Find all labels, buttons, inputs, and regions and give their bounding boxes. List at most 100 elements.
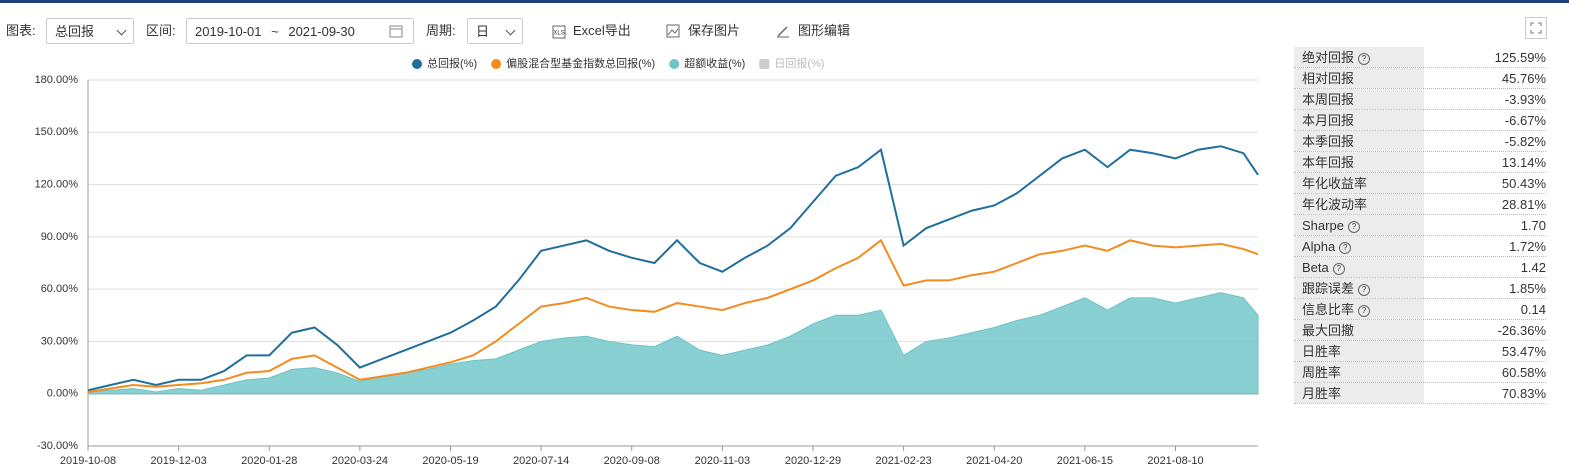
period-text: 日 xyxy=(476,24,490,39)
stats-value: 53.47% xyxy=(1501,344,1546,359)
chart-edit[interactable]: 图形编辑 xyxy=(798,23,851,38)
chart: -30.00% 0.00% 30.00% 60.00% 90.00% 120.00% 150… xyxy=(35,56,1259,467)
stats-label: 年化波动率 xyxy=(1302,197,1368,212)
stats-value: 45.76% xyxy=(1501,71,1546,86)
date-range[interactable]: 2019-10-01 ~ 2021-09-30 xyxy=(186,18,414,44)
stats-value: -6.67% xyxy=(1504,113,1546,128)
stats-row: 日胜率 53.47% xyxy=(1294,341,1546,362)
stats-label-cell: Sharpe? xyxy=(1294,215,1424,235)
chart-label: 图表: xyxy=(6,23,36,38)
x-tick-label: 2019-10-08 xyxy=(60,455,116,467)
y-tick-label: 120.00% xyxy=(35,178,79,190)
stats-label-cell: 跟踪误差? xyxy=(1294,278,1424,298)
x-tick-label: 2020-03-24 xyxy=(332,455,388,467)
stats-row: 最大回撤 -26.36% xyxy=(1294,320,1546,341)
stats-table: 绝对回报? 125.59% 相对回报 45.76% 本周回报 -3.93% 本月回报 -6.6… xyxy=(1294,47,1546,404)
y-tick-label: 180.00% xyxy=(35,74,79,86)
y-tick-label: -30.00% xyxy=(37,440,78,452)
legend-marker xyxy=(491,59,502,69)
stats-row: 绝对回报? 125.59% xyxy=(1294,47,1546,68)
stats-label-cell: 最大回撤 xyxy=(1294,320,1424,340)
help-icon: ? xyxy=(1358,305,1371,317)
stats-label: 年化收益率 xyxy=(1302,176,1368,191)
stats-label-cell: 本季回报 xyxy=(1294,131,1424,151)
legend-label: 日回报(%) xyxy=(774,56,824,70)
help-icon: ? xyxy=(1358,284,1371,296)
stats-label: 信息比率 xyxy=(1302,302,1355,317)
excel-export[interactable]: Excel导出 xyxy=(573,23,631,38)
stats-row: 本周回报 -3.93% xyxy=(1294,89,1546,110)
stats-label: Sharpe xyxy=(1302,218,1344,233)
series-line xyxy=(87,145,1259,392)
period-label: 周期: xyxy=(426,23,456,38)
series-line xyxy=(87,238,1259,393)
image-icon xyxy=(666,24,680,38)
stats-label: 月胜率 xyxy=(1302,386,1342,401)
save-image[interactable]: 保存图片 xyxy=(688,23,741,38)
stats-value: 0.14 xyxy=(1520,302,1546,317)
start-date: 2019-10-01 xyxy=(195,24,262,39)
legend-marker xyxy=(412,59,422,69)
x-tick-label: 2021-06-15 xyxy=(1057,455,1113,467)
y-tick-label: 30.00% xyxy=(41,335,79,347)
stats-label-cell: 本周回报 xyxy=(1294,89,1424,109)
stats-value: -3.93% xyxy=(1504,92,1546,107)
y-tick-label: 90.00% xyxy=(41,231,79,243)
stats-label: 最大回撤 xyxy=(1302,323,1355,338)
stats-value: 1.72% xyxy=(1509,239,1546,254)
chart-select-text: 总回报 xyxy=(55,24,95,39)
calendar-icon xyxy=(389,25,403,38)
stats-label: 相对回报 xyxy=(1302,71,1355,86)
stats-label-cell: 本月回报 xyxy=(1294,110,1424,130)
x-tick-label: 2020-05-19 xyxy=(422,455,478,467)
period-select[interactable]: 日 xyxy=(467,18,523,44)
stats-value: 50.43% xyxy=(1501,176,1546,191)
legend-label: 偏股混合型基金指数总回报(%) xyxy=(506,56,655,70)
stats-label-cell: Beta? xyxy=(1294,257,1424,277)
x-tick-label: 2021-04-20 xyxy=(966,455,1022,467)
stats-label: 本年回报 xyxy=(1302,155,1355,170)
chart-select[interactable]: 总回报 xyxy=(46,18,134,44)
stats-value: -5.82% xyxy=(1504,134,1546,149)
x-tick-label: 2021-02-23 xyxy=(875,455,931,467)
fullscreen-button[interactable] xyxy=(1525,17,1547,39)
stats-label: Beta xyxy=(1302,260,1329,275)
excess-area xyxy=(87,292,1259,395)
stats-label-cell: Alpha? xyxy=(1294,236,1424,256)
range-label: 区间: xyxy=(146,23,176,38)
stats-value: 60.58% xyxy=(1501,365,1546,380)
help-icon: ? xyxy=(1347,221,1360,233)
stats-value: -26.36% xyxy=(1497,323,1546,338)
stats-row: 相对回报 45.76% xyxy=(1294,68,1546,89)
stats-value: 13.14% xyxy=(1501,155,1546,170)
stats-value: 28.81% xyxy=(1501,197,1546,212)
stats-label-cell: 本年回报 xyxy=(1294,152,1424,172)
stats-label: Alpha xyxy=(1302,239,1336,254)
stats-label-cell: 月胜率 xyxy=(1294,383,1424,403)
x-tick-label: 2020-01-28 xyxy=(241,455,297,467)
stats-value: 70.83% xyxy=(1501,386,1546,401)
edit-icon xyxy=(777,26,789,38)
stats-label-cell: 绝对回报? xyxy=(1294,47,1424,67)
stats-row: Beta? 1.42 xyxy=(1294,257,1546,278)
stats-label: 本月回报 xyxy=(1302,113,1355,128)
legend-label: 超额收益(%) xyxy=(684,56,745,70)
stats-label: 绝对回报 xyxy=(1302,50,1355,65)
stats-row: 周胜率 60.58% xyxy=(1294,362,1546,383)
x-tick-label: 2021-08-10 xyxy=(1147,455,1203,467)
stats-row: 信息比率? 0.14 xyxy=(1294,299,1546,320)
legend-label: 总回报(%) xyxy=(427,56,477,70)
stats-value: 1.42 xyxy=(1520,260,1546,275)
stats-value: 1.85% xyxy=(1509,281,1546,296)
stats-row: 月胜率 70.83% xyxy=(1294,383,1546,404)
help-icon: ? xyxy=(1358,53,1371,65)
stats-label-cell: 日胜率 xyxy=(1294,341,1424,361)
excel-icon: XLS xyxy=(552,25,566,39)
end-date: 2021-09-30 xyxy=(288,24,355,39)
stats-row: 年化收益率 50.43% xyxy=(1294,173,1546,194)
x-tick-label: 2020-12-29 xyxy=(785,455,841,467)
x-tick-label: 2019-12-03 xyxy=(150,455,206,467)
stats-label: 跟踪误差 xyxy=(1302,281,1355,296)
x-tick-label: 2020-07-14 xyxy=(513,455,569,467)
